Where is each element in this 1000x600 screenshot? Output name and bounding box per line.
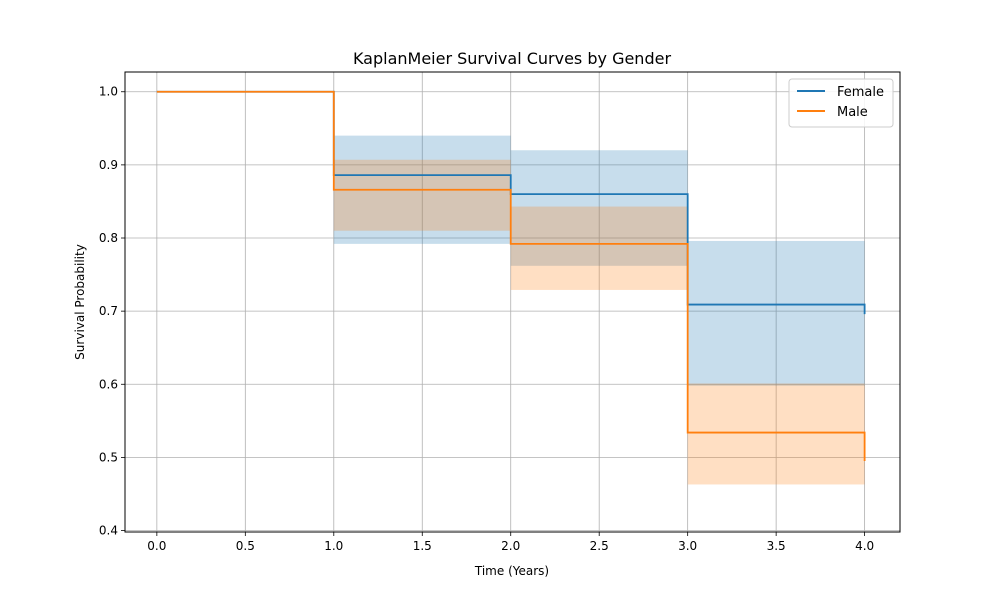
ci-band-female (687, 240, 865, 386)
y-tick-label: 1.0 (99, 85, 118, 99)
x-tick-label: 4.0 (855, 539, 874, 553)
legend-label-male: Male (837, 105, 868, 120)
legend: Female Male (788, 78, 894, 128)
y-axis-label: Survival Probability (73, 244, 87, 360)
x-tick-label: 2.0 (501, 539, 520, 553)
survival-lines (156, 90, 866, 462)
y-tick-label: 0.9 (99, 158, 118, 172)
ci-band-male (687, 383, 865, 485)
ci-band-male (333, 159, 511, 231)
grid (125, 72, 900, 532)
y-tick-label: 0.4 (99, 524, 118, 538)
x-tick-label: 3.0 (678, 539, 697, 553)
ticks: 0.0 0.5 1.0 1.5 2.0 2.5 3.0 3.5 4.0 0.4 0.5 0.6 0.7 0… (99, 85, 874, 553)
x-tick-label: 2.5 (590, 539, 609, 553)
plot-frame (124, 71, 901, 533)
y-tick-label: 0.8 (99, 231, 118, 245)
y-tick-label: 0.7 (99, 304, 118, 318)
legend-label-female: Female (837, 85, 884, 100)
chart-title: KaplanMeier Survival Curves by Gender (353, 49, 671, 68)
x-tick-label: 1.0 (324, 539, 343, 553)
x-tick-label: 1.5 (413, 539, 432, 553)
ci-band-male (510, 206, 688, 290)
ci-band-female (510, 150, 688, 266)
survival-line-male (156, 90, 866, 462)
x-axis-label: Time (Years) (474, 564, 549, 578)
y-tick-label: 0.6 (99, 377, 118, 391)
x-tick-label: 3.5 (767, 539, 786, 553)
x-tick-label: 0.5 (236, 539, 255, 553)
x-tick-label: 0.0 (147, 539, 166, 553)
y-tick-label: 0.5 (99, 450, 118, 464)
